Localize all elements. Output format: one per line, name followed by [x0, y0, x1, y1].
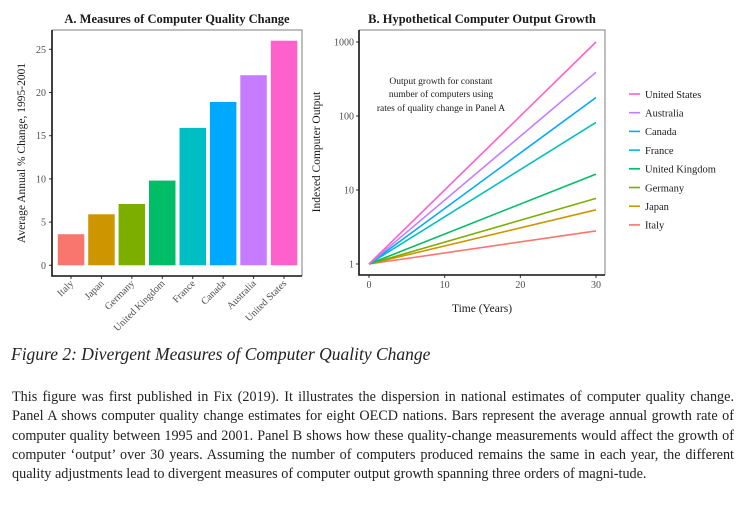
bar-canada [209, 102, 237, 266]
bar-united-states [270, 40, 298, 266]
y-tick-label: 20 [36, 88, 46, 99]
y-tick-label: 100 [339, 112, 354, 123]
panel-a-bars [57, 40, 298, 266]
y-tick-label: 1000 [334, 38, 354, 49]
x-tick-label: 10 [440, 280, 450, 291]
line-japan [368, 209, 597, 265]
legend-item: United States [629, 90, 701, 101]
panel-a-bar-chart: A. Measures of Computer Quality Change A… [16, 12, 303, 334]
panel-a-y-axis-title: Average Annual % Change, 1995-2001 [16, 63, 28, 243]
x-tick-label: 30 [591, 280, 601, 291]
line-france [368, 121, 597, 265]
legend-label: United States [645, 90, 701, 101]
panel-b-title: B. Hypothetical Computer Output Growth [368, 12, 596, 26]
y-tick-label: 1 [349, 260, 354, 271]
panel-b-lines [368, 41, 597, 265]
panel-a-frame [52, 29, 303, 276]
bar-japan [88, 214, 115, 266]
line-italy [368, 230, 597, 265]
legend-label: Germany [645, 183, 685, 194]
panel-b-x-axis-title: Time (Years) [452, 303, 512, 315]
figure: A. Measures of Computer Quality Change A… [16, 12, 716, 334]
legend-item: Japan [629, 202, 670, 213]
x-tick-label: Japan [83, 278, 107, 302]
panel-b-frame [359, 29, 606, 275]
panel-b-axes [358, 30, 605, 276]
legend-item: Germany [629, 183, 685, 194]
panel-b-y-ticks: 1 10 100 1000 [334, 38, 359, 271]
legend-item: Australia [629, 109, 684, 120]
panel-a-y-ticks: 0 5 10 15 20 25 [36, 45, 52, 272]
line-australia [368, 71, 597, 265]
panel-a-axes [51, 30, 302, 277]
line-united-states [368, 41, 597, 265]
legend-label: Australia [645, 109, 684, 120]
panel-b-annotation: Output growth for constant number of com… [377, 76, 505, 114]
line-united-kingdom [368, 173, 597, 265]
legend-label: United Kingdom [645, 165, 716, 176]
x-tick-label: France [171, 278, 198, 305]
y-tick-label: 5 [41, 218, 46, 229]
legend-label: Italy [645, 221, 665, 232]
panel-a-title: A. Measures of Computer Quality Change [64, 12, 290, 26]
x-tick-label: 0 [367, 280, 372, 291]
panel-b-x-ticks: 0 10 20 30 [367, 275, 601, 291]
x-tick-label: 20 [515, 280, 525, 291]
line-canada [368, 96, 597, 265]
legend-label: France [645, 146, 674, 157]
annotation-line-2: number of computers using [389, 89, 493, 100]
panel-b-y-axis-title: Indexed Computer Output [311, 91, 323, 213]
bar-italy [57, 234, 85, 266]
annotation-line-3: rates of quality change in Panel A [377, 103, 505, 114]
legend-item: Italy [629, 221, 665, 232]
legend-item: France [629, 146, 674, 157]
bar-united-kingdom [149, 180, 176, 266]
panel-b-line-chart: B. Hypothetical Computer Output Growth I… [311, 12, 716, 315]
legend-item: United Kingdom [629, 165, 716, 176]
x-tick-label: Italy [55, 278, 76, 299]
y-tick-label: 25 [36, 45, 46, 56]
panel-b-legend: United States Australia Canada France United… [629, 90, 716, 232]
annotation-line-1: Output growth for constant [389, 76, 493, 87]
legend-item: Canada [629, 127, 677, 138]
bar-france [179, 127, 206, 266]
x-tick-label: Canada [199, 278, 228, 307]
legend-label: Canada [645, 127, 677, 138]
legend-label: Japan [645, 202, 670, 213]
body-paragraph: This figure was first published in Fix (… [12, 389, 734, 483]
y-tick-label: 15 [36, 131, 46, 142]
y-tick-label: 0 [41, 261, 46, 272]
line-germany [368, 197, 597, 265]
y-tick-label: 10 [344, 186, 354, 197]
bar-australia [240, 75, 267, 266]
bar-germany [118, 204, 146, 266]
figure-caption: Figure 2: Divergent Measures of Computer… [11, 344, 431, 364]
y-tick-label: 10 [36, 174, 46, 185]
